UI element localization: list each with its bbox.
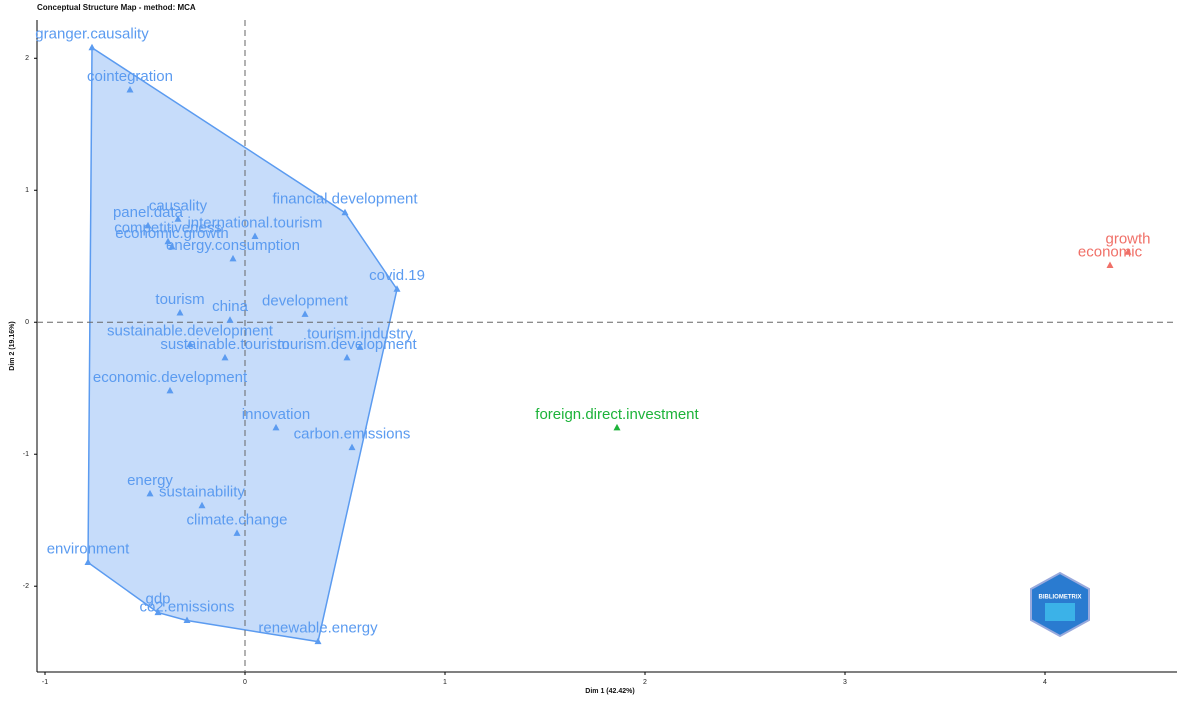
y-tick-label: 2 xyxy=(25,55,29,62)
point-label: energy xyxy=(127,472,173,489)
point-label: covid.19 xyxy=(369,267,425,284)
point xyxy=(356,343,364,350)
point-label: foreign.direct.investment xyxy=(535,406,699,423)
point-label: sustainable.development xyxy=(107,323,274,340)
point xyxy=(146,489,154,497)
logo-base xyxy=(1045,603,1075,621)
point xyxy=(166,386,174,394)
point-label: panel.data xyxy=(113,204,184,221)
point xyxy=(1106,261,1114,268)
point-label: economic.growth xyxy=(115,225,228,242)
point-label: sustainability xyxy=(159,484,245,501)
point-label: china xyxy=(212,298,249,315)
point-label: co2.emissions xyxy=(139,598,234,615)
y-axis-label: Dim 2 (19.16%) xyxy=(9,321,16,370)
point xyxy=(174,215,182,222)
point-label: sustainable.tourism xyxy=(160,336,289,353)
point-label: economic.development xyxy=(93,369,248,386)
point xyxy=(126,85,134,93)
point-label: environment xyxy=(47,540,130,557)
point-label: tourism xyxy=(155,291,204,308)
point-label: renewable.energy xyxy=(258,620,378,637)
point xyxy=(144,221,152,229)
point-label: causality xyxy=(149,197,208,214)
point-label: carbon.emissions xyxy=(294,426,411,443)
point-label: economic xyxy=(1078,243,1143,260)
point xyxy=(393,285,401,292)
y-tick-label: -1 xyxy=(23,451,29,458)
x-tick-label: 2 xyxy=(643,679,647,686)
x-tick-label: -1 xyxy=(42,679,48,686)
x-tick-label: 1 xyxy=(443,679,447,686)
cluster-hull xyxy=(87,46,398,643)
point xyxy=(343,353,351,361)
point xyxy=(272,423,280,431)
point xyxy=(233,529,241,536)
point xyxy=(176,309,184,316)
point xyxy=(348,443,356,451)
point xyxy=(183,616,191,624)
point xyxy=(198,501,206,509)
point xyxy=(613,423,621,431)
point xyxy=(154,608,162,616)
point-label: financial.development xyxy=(272,191,418,208)
logo: BIBLIOMETRIX xyxy=(1030,571,1090,638)
y-tick-label: -2 xyxy=(23,583,29,590)
x-tick-label: 3 xyxy=(843,679,847,686)
point xyxy=(226,316,234,323)
point-label: innovation xyxy=(242,406,310,423)
point xyxy=(84,558,92,565)
point-label: development xyxy=(262,292,349,309)
point-label: climate.change xyxy=(187,511,288,528)
point xyxy=(88,43,96,51)
point xyxy=(1124,248,1132,255)
point-label: energy.consumption xyxy=(166,237,300,254)
logo-text: BIBLIOMETRIX xyxy=(1039,595,1082,601)
x-axis-label: Dim 1 (42.42%) xyxy=(585,688,634,695)
point-label: tourism.industry xyxy=(307,325,413,342)
x-tick-label: 0 xyxy=(243,679,247,686)
point xyxy=(164,237,172,245)
x-tick-label: 4 xyxy=(1043,679,1047,686)
point xyxy=(301,310,309,317)
point xyxy=(186,340,194,348)
y-tick-label: 1 xyxy=(25,187,29,194)
point-label: international.tourism xyxy=(187,214,322,231)
point-label: competitiveness xyxy=(114,220,222,237)
point-label: granger.causality xyxy=(35,26,149,43)
point xyxy=(314,637,322,645)
point-label: gdp xyxy=(145,591,170,608)
point xyxy=(221,353,229,361)
point xyxy=(229,254,237,262)
point-label: cointegration xyxy=(87,68,173,85)
point-label: tourism.development xyxy=(277,336,417,353)
y-tick-label: 0 xyxy=(25,319,29,326)
point-label: growth xyxy=(1105,230,1150,247)
point xyxy=(168,243,176,250)
point xyxy=(251,232,259,239)
point xyxy=(341,208,349,216)
chart-title: Conceptual Structure Map - method: MCA xyxy=(37,3,196,12)
